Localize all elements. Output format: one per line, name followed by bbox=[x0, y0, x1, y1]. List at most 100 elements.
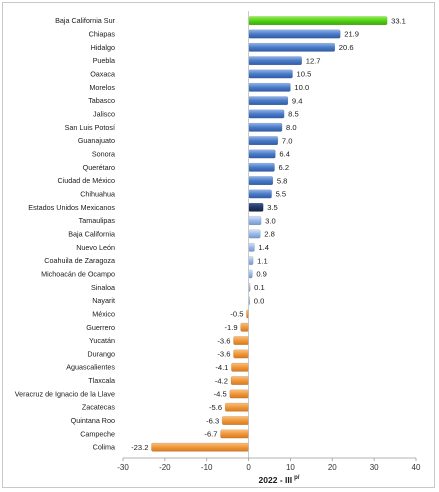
value-label-jalisco: 8.5 bbox=[288, 110, 299, 119]
x-tick-label: 10 bbox=[286, 463, 295, 472]
category-label-baja-california-sur: Baja California Sur bbox=[55, 16, 116, 25]
category-labels: Baja California Sur Chiapas Hidalgo Puebla O… bbox=[15, 16, 116, 452]
category-label-baja-california: Baja California bbox=[68, 229, 115, 238]
value-label-tabasco: 9.4 bbox=[292, 96, 303, 105]
bar-tabasco bbox=[248, 96, 289, 106]
x-tick-label: -10 bbox=[201, 463, 213, 472]
value-label-sonora: 6.4 bbox=[279, 150, 290, 159]
bar-puebla bbox=[248, 56, 302, 66]
value-label-ciudad-de-mexico: 5.8 bbox=[277, 176, 288, 185]
value-label-guanajuato: 7.0 bbox=[282, 136, 293, 145]
bar-guanajuato bbox=[248, 136, 279, 146]
category-label-mexico: México bbox=[92, 309, 115, 318]
category-label-nayarit: Nayarit bbox=[92, 296, 115, 305]
value-label-aguascalientes: -4.1 bbox=[215, 363, 228, 372]
category-label-michoacan-de-ocampo: Michoacán de Ocampo bbox=[41, 269, 115, 278]
value-label-baja-california: 2.8 bbox=[264, 230, 275, 239]
bar-chiapas bbox=[248, 29, 341, 39]
bar-veracruz-de-ignacio-de-la-llave bbox=[229, 389, 249, 399]
value-label-san-luis-potosi: 8.0 bbox=[286, 123, 297, 132]
category-label-tlaxcala: Tlaxcala bbox=[88, 376, 115, 385]
bar-ciudad-de-mexico bbox=[248, 176, 274, 186]
category-label-san-luis-potosi: San Luis Potosí bbox=[65, 123, 115, 132]
value-label-hidalgo: 20.6 bbox=[339, 43, 354, 52]
bar-coahuila-de-zaragoza bbox=[248, 256, 254, 266]
state-growth-bar-chart: 33.1 21.9 20.6 12.7 10.5 10.0 9.4 8.5 8.0 7.0 6.4 6… bbox=[15, 11, 421, 485]
value-label-queretaro: 6.2 bbox=[279, 163, 290, 172]
value-label-nayarit: 0.0 bbox=[254, 296, 265, 305]
x-tick-label: -30 bbox=[117, 463, 129, 472]
x-tick-label: 40 bbox=[412, 463, 421, 472]
x-tick-label: -20 bbox=[159, 463, 171, 472]
value-label-durango: -3.6 bbox=[217, 350, 230, 359]
category-label-morelos: Morelos bbox=[89, 83, 115, 92]
value-label-puebla: 12.7 bbox=[306, 56, 321, 65]
category-label-hidalgo: Hidalgo bbox=[91, 43, 115, 52]
bar-queretaro bbox=[248, 162, 275, 172]
category-label-aguascalientes: Aguascalientes bbox=[66, 363, 115, 372]
category-label-estados-unidos-mexicanos: Estados Unidos Mexicanos bbox=[28, 203, 115, 212]
bar-durango bbox=[233, 349, 249, 359]
value-label-chihuahua: 5.5 bbox=[276, 190, 287, 199]
category-label-tamaulipas: Tamaulipas bbox=[79, 216, 116, 225]
category-label-quintana-roo: Quintana Roo bbox=[71, 416, 115, 425]
value-label-nuevo-leon: 1.4 bbox=[258, 243, 269, 252]
category-label-durango: Durango bbox=[87, 349, 115, 358]
category-label-guanajuato: Guanajuato bbox=[78, 136, 115, 145]
value-label-quintana-roo: -6.3 bbox=[206, 416, 219, 425]
category-label-zacatecas: Zacatecas bbox=[82, 403, 116, 412]
bar-quintana-roo bbox=[221, 416, 249, 426]
bar-zacatecas bbox=[224, 402, 249, 412]
value-label-oaxaca: 10.5 bbox=[297, 70, 312, 79]
category-label-nuevo-leon: Nuevo León bbox=[76, 243, 115, 252]
category-label-yucatan: Yucatán bbox=[89, 336, 115, 345]
value-label-zacatecas: -5.6 bbox=[209, 403, 222, 412]
bar-san-luis-potosi bbox=[248, 122, 283, 132]
category-label-campeche: Campeche bbox=[80, 429, 115, 438]
x-axis-title: 2022 - III p/ bbox=[259, 475, 300, 485]
bar-guerrero bbox=[240, 322, 249, 332]
value-label-campeche: -6.7 bbox=[204, 430, 217, 439]
category-label-sinaloa: Sinaloa bbox=[91, 283, 115, 292]
bar-tlaxcala bbox=[230, 376, 249, 386]
value-label-tamaulipas: 3.0 bbox=[265, 216, 276, 225]
bar-estados-unidos-mexicanos bbox=[248, 202, 264, 212]
bar-nuevo-leon bbox=[248, 242, 255, 252]
bar-baja-california bbox=[248, 229, 261, 239]
value-label-guerrero: -1.9 bbox=[225, 323, 238, 332]
value-label-chiapas: 21.9 bbox=[344, 30, 359, 39]
bar-hidalgo bbox=[248, 42, 336, 52]
bar-sonora bbox=[248, 149, 276, 159]
category-label-colima: Colima bbox=[93, 443, 115, 452]
x-tick-label: 0 bbox=[246, 463, 251, 472]
value-label-mexico: -0.5 bbox=[230, 310, 243, 319]
x-axis: -30 -20 -10 0 10 20 30 40 bbox=[117, 11, 421, 472]
bars-layer: 33.1 21.9 20.6 12.7 10.5 10.0 9.4 8.5 8.0 7.0 6.4 6… bbox=[131, 16, 406, 452]
category-label-veracruz-de-ignacio-de-la-llave: Veracruz de Ignacio de la Llave bbox=[15, 389, 115, 398]
bar-jalisco bbox=[248, 109, 285, 119]
value-label-veracruz-de-ignacio-de-la-llave: -4.5 bbox=[214, 390, 227, 399]
category-label-sonora: Sonora bbox=[92, 149, 115, 158]
bar-michoacan-de-ocampo bbox=[248, 269, 253, 279]
bar-chihuahua bbox=[248, 189, 272, 199]
value-label-michoacan-de-ocampo: 0.9 bbox=[256, 270, 267, 279]
x-tick-label: 20 bbox=[328, 463, 337, 472]
value-label-baja-california-sur: 33.1 bbox=[391, 16, 406, 25]
value-label-coahuila-de-zaragoza: 1.1 bbox=[257, 256, 268, 265]
bar-campeche bbox=[220, 429, 249, 439]
category-label-chiapas: Chiapas bbox=[89, 29, 116, 38]
category-label-puebla: Puebla bbox=[93, 56, 115, 65]
value-label-sinaloa: 0.1 bbox=[254, 283, 265, 292]
value-label-tlaxcala: -4.2 bbox=[215, 376, 228, 385]
bar-aguascalientes bbox=[231, 362, 249, 372]
category-label-coahuila-de-zaragoza: Coahuila de Zaragoza bbox=[44, 256, 115, 265]
value-label-morelos: 10.0 bbox=[294, 83, 309, 92]
category-label-ciudad-de-mexico: Ciudad de México bbox=[57, 176, 115, 185]
bar-colima bbox=[151, 442, 249, 452]
value-label-yucatan: -3.6 bbox=[217, 336, 230, 345]
category-label-guerrero: Guerrero bbox=[86, 323, 115, 332]
category-label-queretaro: Querétaro bbox=[83, 163, 115, 172]
category-label-jalisco: Jalisco bbox=[93, 109, 115, 118]
category-label-tabasco: Tabasco bbox=[88, 96, 115, 105]
bar-oaxaca bbox=[248, 69, 293, 79]
